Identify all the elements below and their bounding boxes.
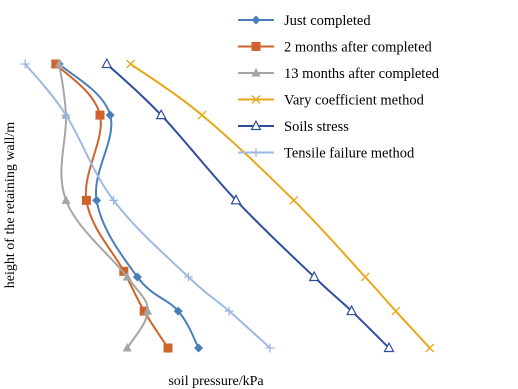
data-point	[360, 272, 370, 282]
data-point	[54, 59, 64, 68]
data-point	[224, 306, 234, 316]
legend-item: Vary coefficient method	[238, 93, 425, 109]
data-point	[122, 272, 132, 281]
data-point	[126, 59, 136, 69]
legend-label: Soils stress	[284, 119, 349, 135]
data-point	[105, 110, 115, 120]
y-axis-label: height of the retaining wall/m	[3, 122, 18, 289]
legend-label: Just completed	[284, 13, 371, 29]
legend-item: 13 months after completed	[238, 66, 440, 82]
data-point	[383, 341, 395, 353]
data-point	[101, 57, 113, 69]
data-point	[391, 306, 401, 316]
data-point	[61, 110, 71, 120]
data-point	[20, 59, 30, 69]
data-point	[308, 270, 320, 282]
legend-label: 2 months after completed	[284, 40, 433, 56]
plot-area	[20, 57, 435, 353]
data-point	[173, 306, 183, 316]
data-point	[61, 195, 71, 204]
legend-marker	[251, 148, 261, 157]
data-point	[194, 343, 204, 353]
data-point	[139, 306, 149, 316]
legend-item: Tensile failure method	[238, 146, 415, 162]
data-point	[230, 194, 242, 205]
data-point	[109, 195, 119, 205]
data-point	[81, 195, 91, 205]
x-axis-label: soil pressure/kPa	[168, 374, 264, 389]
legend-marker	[250, 119, 262, 131]
legend-marker	[251, 95, 261, 104]
data-point	[92, 195, 102, 205]
series-1	[54, 59, 204, 353]
legend: Just completed 2 months after completed 13…	[238, 13, 440, 162]
data-point	[163, 343, 173, 353]
data-point	[265, 343, 275, 353]
data-point	[346, 304, 358, 316]
series-4	[126, 59, 435, 353]
data-point	[51, 59, 61, 69]
legend-marker	[251, 15, 261, 25]
series-line	[55, 63, 169, 349]
data-point	[289, 195, 299, 205]
data-point	[197, 110, 207, 120]
series-line	[58, 63, 200, 349]
data-point	[122, 343, 132, 352]
legend-item: Soils stress	[238, 119, 349, 135]
legend-label: 13 months after completed	[284, 66, 440, 82]
legend-marker	[251, 42, 261, 51]
data-point	[143, 306, 153, 315]
legend-label: Tensile failure method	[284, 146, 415, 162]
series-5	[101, 57, 395, 353]
data-point	[132, 272, 142, 282]
legend-marker	[251, 68, 261, 77]
data-point	[155, 108, 167, 120]
legend-label: Vary coefficient method	[284, 93, 425, 109]
data-point	[183, 272, 193, 282]
legend-item: 2 months after completed	[238, 40, 433, 56]
series-6	[20, 59, 275, 353]
legend-item: Just completed	[238, 13, 371, 29]
data-point	[425, 343, 435, 353]
data-point	[95, 110, 105, 120]
series-line	[58, 63, 149, 349]
